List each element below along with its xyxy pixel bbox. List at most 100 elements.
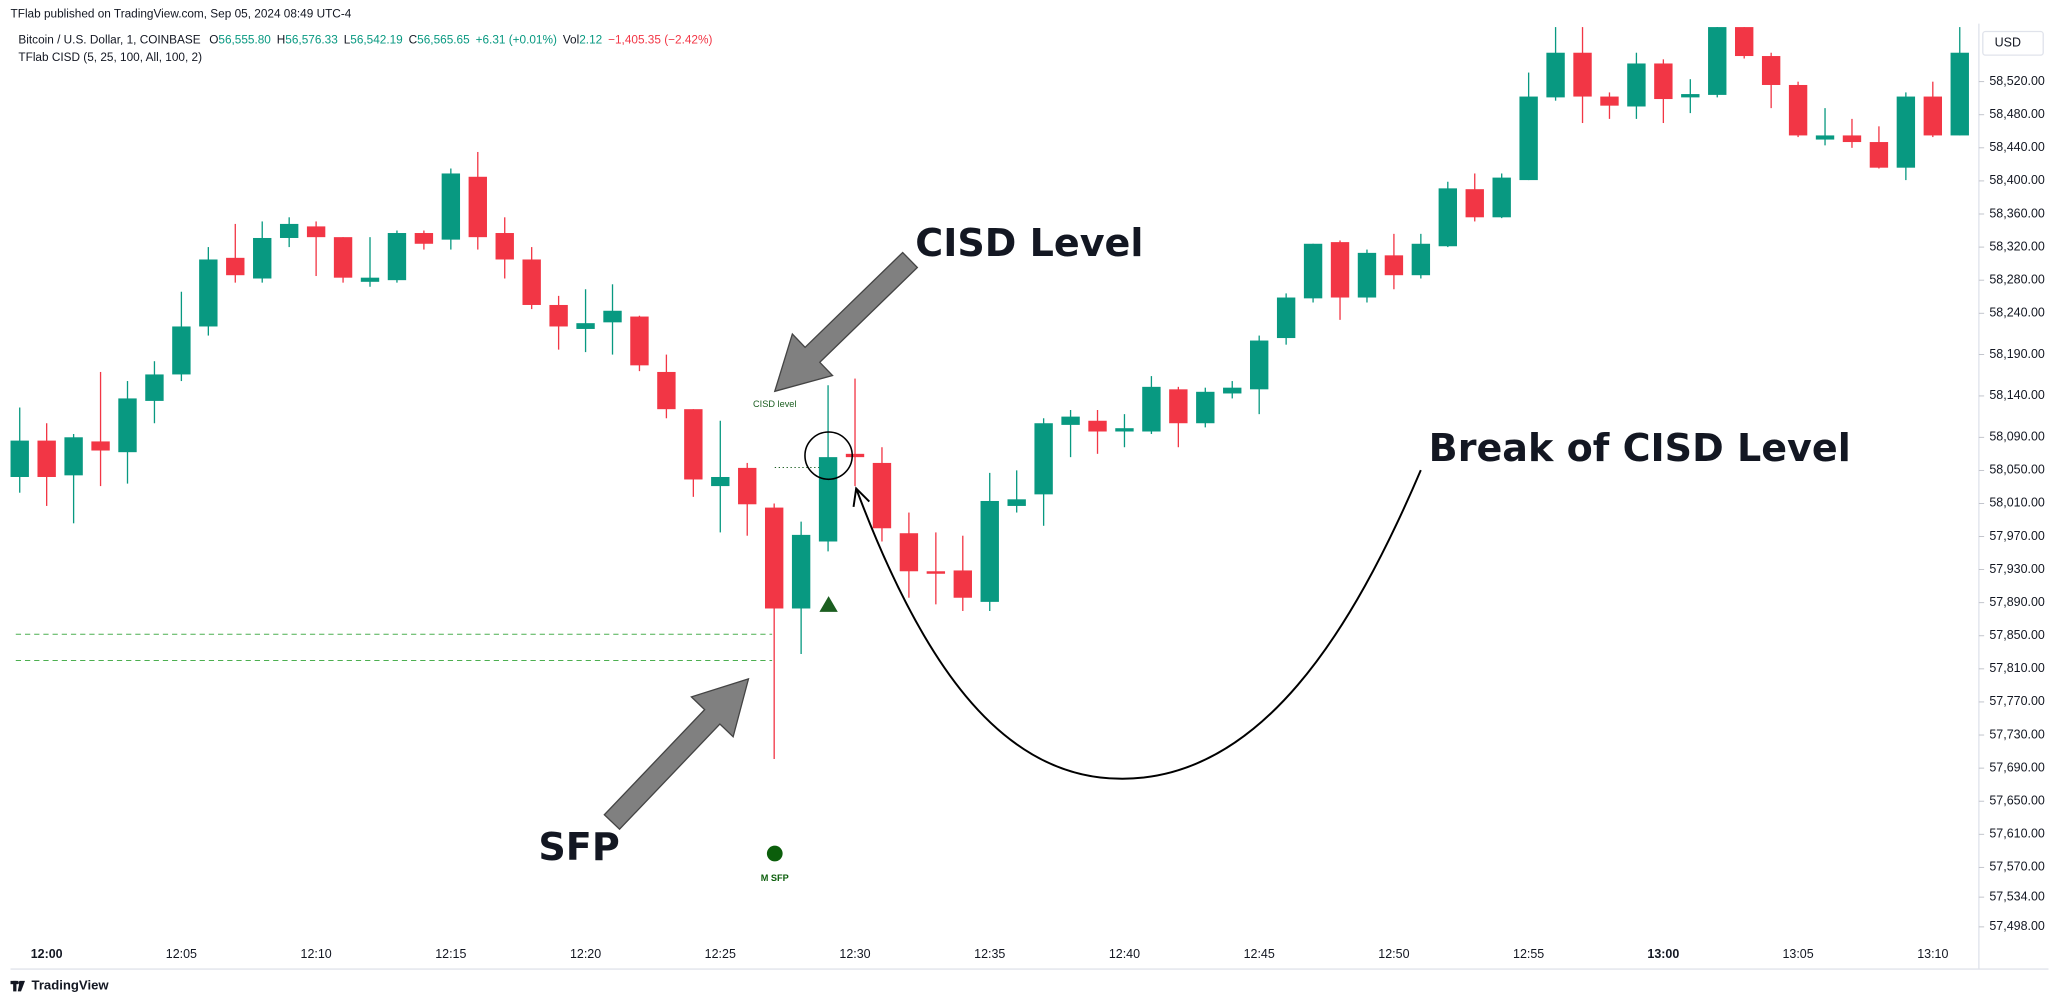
candle-body	[818, 457, 838, 542]
candle-body	[306, 226, 326, 238]
y-tick-label: 57,498.00	[1989, 919, 2045, 933]
y-tick-label: 57,770.00	[1989, 694, 2045, 708]
candle-body	[603, 310, 622, 323]
x-tick-label: 12:45	[1244, 947, 1275, 961]
x-tick-label: 13:00	[1647, 947, 1679, 961]
y-tick-label: 57,850.00	[1989, 628, 2045, 642]
candle-body	[1169, 389, 1188, 424]
candle-body	[1007, 499, 1026, 506]
candle-body	[1761, 56, 1781, 85]
candle-body	[1142, 386, 1161, 432]
candle-body	[279, 223, 299, 238]
ohlc-value: 56,565.65	[417, 33, 470, 47]
ohlc-value: 56,555.80	[218, 33, 271, 47]
y-tick-label: 58,090.00	[1989, 430, 2045, 444]
candle-body	[253, 237, 272, 279]
ohlc-label: C	[409, 33, 418, 47]
candle-body	[630, 316, 649, 366]
candle-body	[172, 326, 191, 375]
ohlc-value: 56,542.19	[350, 33, 402, 47]
y-tick-label: 57,930.00	[1989, 562, 2045, 576]
candle-body	[1357, 252, 1377, 298]
curve-arrowhead	[852, 486, 870, 507]
candle-body	[10, 440, 29, 477]
y-tick-label: 57,570.00	[1989, 860, 2045, 874]
candle-body	[684, 409, 703, 480]
ohlc-value: 56,576.33	[285, 33, 338, 47]
candle-body	[1735, 27, 1754, 57]
candle-body	[926, 571, 946, 574]
y-tick-label: 58,140.00	[1989, 388, 2045, 402]
candle-body	[1950, 52, 1969, 136]
y-tick-label: 57,610.00	[1989, 827, 2045, 841]
candle-body	[1600, 96, 1619, 106]
candle-body	[1249, 340, 1269, 390]
x-tick-label: 12:55	[1513, 947, 1544, 961]
y-tick-label: 58,440.00	[1989, 140, 2045, 154]
x-tick-label: 13:10	[1917, 947, 1948, 961]
x-tick-label: 12:00	[31, 947, 63, 961]
candle-body	[1465, 189, 1484, 218]
y-tick-label: 58,280.00	[1989, 272, 2045, 286]
ohlc-label: O	[209, 33, 218, 47]
x-tick-label: 12:10	[301, 947, 332, 961]
y-tick-label: 57,730.00	[1989, 727, 2045, 741]
candle-body	[468, 176, 487, 238]
candle-body	[333, 237, 353, 278]
candle-body	[522, 259, 541, 305]
annotation: Break of CISD Level	[1429, 426, 1851, 470]
ohlc-label: H	[277, 33, 286, 47]
candle-body	[226, 257, 245, 276]
candle-body	[1196, 391, 1215, 424]
candle-body	[1546, 52, 1565, 98]
candle-body	[1815, 135, 1835, 140]
candle-body	[1088, 420, 1107, 432]
candle-body	[1842, 135, 1862, 143]
candle-body	[1330, 242, 1350, 298]
candle-body	[1034, 423, 1053, 495]
candle-body	[980, 500, 999, 602]
candle-body	[145, 374, 164, 401]
indicator-line: TFlab CISD (5, 25, 100, All, 100, 2)	[18, 50, 202, 64]
candle-body	[1708, 27, 1727, 95]
y-tick-label: 58,010.00	[1989, 496, 2045, 510]
candle-body	[1223, 387, 1242, 394]
candle-body	[495, 233, 514, 260]
arrow	[603, 677, 750, 831]
y-tick-label: 58,480.00	[1989, 107, 2045, 121]
candle-body	[711, 476, 730, 487]
currency-box[interactable]	[1982, 30, 2044, 56]
published-line: TFlab published on TradingView.com, Sep …	[11, 7, 352, 21]
candle-body	[549, 304, 568, 327]
y-tick-label: 58,240.00	[1989, 306, 2045, 320]
y-tick-label: 58,190.00	[1989, 347, 2045, 361]
x-tick-label: 12:35	[974, 947, 1005, 961]
y-tick-label: 57,534.00	[1989, 889, 2045, 903]
volume-label: Vol	[563, 33, 579, 47]
sfp-dot	[766, 845, 783, 862]
candle-body	[118, 398, 137, 453]
x-tick-label: 12:50	[1378, 947, 1409, 961]
candle-body	[1115, 428, 1134, 432]
x-tick-label: 12:20	[570, 947, 601, 961]
y-tick-label: 57,690.00	[1989, 760, 2045, 774]
candle-body	[1681, 94, 1700, 98]
y-tick-label: 57,970.00	[1989, 529, 2045, 543]
y-tick-label: 58,520.00	[1989, 74, 2045, 88]
x-tick-label: 12:30	[839, 947, 870, 961]
candle-body	[657, 371, 676, 410]
symbol: Bitcoin / U.S. Dollar, 1, COINBASE	[18, 33, 200, 47]
candle-body	[199, 259, 218, 327]
candle-body	[1654, 63, 1673, 100]
candle-body	[1411, 243, 1431, 276]
candle-body	[360, 277, 380, 282]
candle-body	[441, 173, 461, 240]
candle-body	[1573, 52, 1592, 97]
candle-body	[845, 453, 865, 458]
candle-body	[576, 323, 595, 329]
annotation: SFP	[538, 825, 619, 869]
candle-body	[91, 441, 110, 451]
